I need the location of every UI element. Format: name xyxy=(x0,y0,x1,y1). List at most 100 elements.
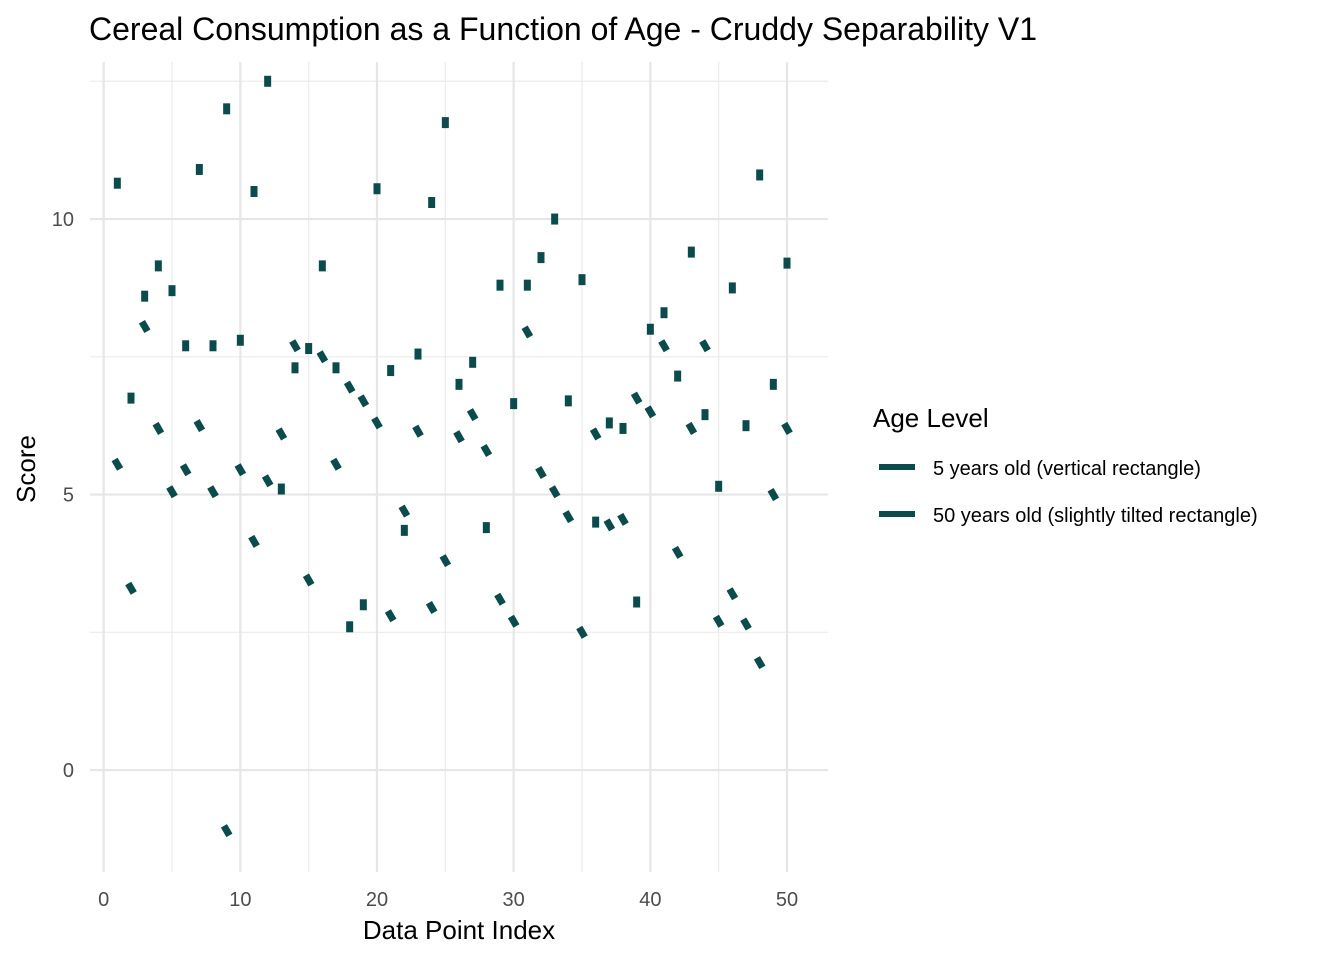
point-5-years xyxy=(510,398,518,410)
point-5-years xyxy=(428,197,436,209)
data-points xyxy=(111,75,793,838)
point-5-years xyxy=(127,392,135,404)
point-5-years xyxy=(619,422,627,434)
point-5-years xyxy=(332,362,340,374)
x-tick-label: 20 xyxy=(366,889,388,911)
point-5-years xyxy=(496,279,504,291)
point-50-years xyxy=(740,617,752,631)
point-50-years xyxy=(617,512,629,526)
x-tick-label: 50 xyxy=(776,889,798,911)
x-tick-label: 30 xyxy=(503,889,525,911)
point-50-years xyxy=(658,339,670,353)
point-5-years xyxy=(359,599,367,611)
point-50-years xyxy=(179,463,192,477)
point-50-years xyxy=(685,421,698,435)
point-50-years xyxy=(248,534,260,548)
point-5-years xyxy=(195,163,203,175)
point-5-years xyxy=(578,274,586,286)
point-50-years xyxy=(603,518,616,532)
point-50-years xyxy=(535,465,547,480)
point-50-years xyxy=(398,504,411,518)
legend-label-50-years: 50 years old (slightly tilted rectangle) xyxy=(933,505,1258,527)
point-50-years xyxy=(671,545,684,559)
y-tick-label: 0 xyxy=(63,760,74,782)
point-5-years xyxy=(400,524,408,536)
point-5-years xyxy=(756,169,764,181)
point-50-years xyxy=(726,587,739,601)
point-50-years xyxy=(644,405,657,419)
point-50-years xyxy=(480,443,493,457)
legend-key-5-years xyxy=(879,464,915,470)
point-50-years xyxy=(384,609,397,623)
point-5-years xyxy=(414,348,422,360)
point-50-years xyxy=(343,380,356,394)
point-50-years xyxy=(753,656,766,670)
point-50-years xyxy=(207,485,219,499)
legend-label-5-years: 5 years old (vertical rectangle) xyxy=(933,458,1201,480)
point-50-years xyxy=(466,408,479,422)
point-50-years xyxy=(781,421,793,435)
point-50-years xyxy=(712,614,725,628)
point-50-years xyxy=(166,485,178,499)
grid xyxy=(90,62,828,872)
point-5-years xyxy=(223,103,231,115)
point-50-years xyxy=(302,573,315,587)
point-5-years xyxy=(701,409,709,421)
point-5-years xyxy=(236,334,244,346)
point-5-years xyxy=(318,260,326,272)
point-5-years xyxy=(537,252,545,264)
point-50-years xyxy=(767,488,780,502)
point-5-years xyxy=(551,213,559,225)
point-5-years xyxy=(182,340,190,352)
legend: Age Level 5 years old (vertical rectangl… xyxy=(873,403,1258,527)
point-5-years xyxy=(564,395,572,407)
point-5-years xyxy=(455,378,463,390)
point-50-years xyxy=(289,339,301,353)
point-5-years xyxy=(523,279,531,291)
legend-title: Age Level xyxy=(873,403,989,433)
point-5-years xyxy=(277,483,285,495)
point-5-years xyxy=(441,117,449,129)
y-tick-label: 5 xyxy=(63,485,74,507)
point-50-years xyxy=(507,614,520,628)
point-5-years xyxy=(660,307,668,319)
point-50-years xyxy=(261,474,274,488)
x-tick-label: 10 xyxy=(229,889,251,911)
point-50-years xyxy=(589,427,602,441)
x-tick-label: 0 xyxy=(98,889,109,911)
point-5-years xyxy=(250,185,258,197)
point-50-years xyxy=(125,581,137,595)
point-50-years xyxy=(630,391,643,405)
point-50-years xyxy=(521,325,534,339)
point-5-years xyxy=(742,420,750,432)
x-axis-title: Data Point Index xyxy=(363,915,555,945)
point-50-years xyxy=(412,424,424,438)
point-5-years xyxy=(291,362,299,374)
point-50-years xyxy=(152,421,165,435)
point-5-years xyxy=(674,370,682,382)
axis-ticks: 0 10 20 30 40 50 0 5 10 xyxy=(52,209,798,911)
point-5-years xyxy=(305,343,313,355)
point-5-years xyxy=(769,378,777,390)
point-5-years xyxy=(209,340,217,352)
chart-title: Cereal Consumption as a Function of Age … xyxy=(89,11,1037,47)
legend-key-50-years xyxy=(879,511,915,517)
point-50-years xyxy=(494,592,506,606)
point-50-years xyxy=(193,419,206,433)
point-50-years xyxy=(111,457,124,471)
point-50-years xyxy=(425,600,438,615)
point-50-years xyxy=(275,427,288,441)
point-50-years xyxy=(220,824,233,838)
point-5-years xyxy=(168,285,176,297)
point-5-years xyxy=(728,282,736,294)
point-50-years xyxy=(234,463,247,477)
point-50-years xyxy=(357,394,370,408)
y-tick-label: 10 xyxy=(52,209,74,231)
y-axis-title: Score xyxy=(11,435,41,503)
point-5-years xyxy=(373,183,381,195)
point-5-years xyxy=(633,596,641,608)
point-50-years xyxy=(576,625,588,639)
point-5-years xyxy=(605,417,613,429)
point-5-years xyxy=(482,522,490,534)
